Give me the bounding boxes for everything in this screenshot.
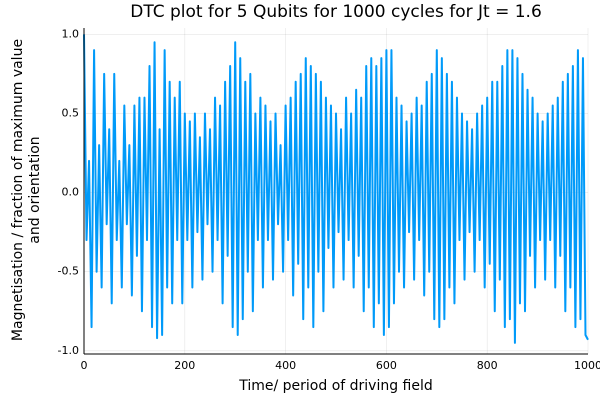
series-line [83,34,589,344]
x-tick-label: 800 [477,359,498,372]
y-axis-label-line: Magnetisation / fraction of maximum valu… [10,39,26,341]
y-tick-label: 1.0 [62,27,80,40]
y-tick-label: -1.0 [58,344,79,357]
chart-title: DTC plot for 5 Qubits for 1000 cycles fo… [130,2,542,22]
y-tick-label: -0.5 [58,265,79,278]
y-axis-label-line: and orientation [27,136,43,243]
x-axis-label: Time/ period of driving field [238,378,433,394]
x-tick-label: 600 [376,359,397,372]
x-tick-label: 400 [275,359,296,372]
y-tick-label: 0.0 [62,186,80,199]
x-tick-label: 0 [81,359,88,372]
x-tick-label: 200 [174,359,195,372]
y-axis-label: Magnetisation / fraction of maximum valu… [10,39,43,341]
y-tick-label: 0.5 [62,106,80,119]
x-tick-label: 1000 [574,359,600,372]
